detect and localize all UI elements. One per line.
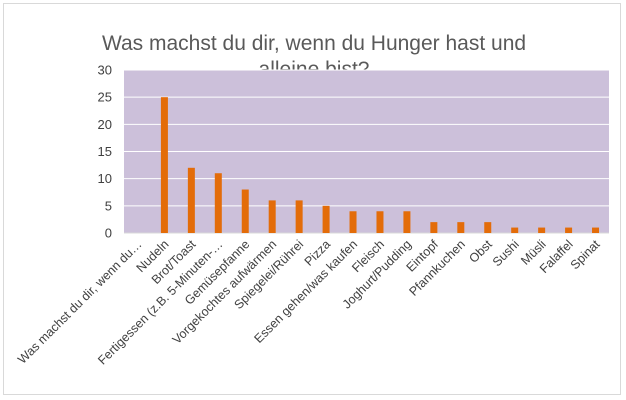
chart-frame: Was machst du dir, wenn du Hunger hast u…	[3, 3, 621, 395]
bar	[511, 227, 519, 233]
y-tick-label: 20	[98, 117, 112, 132]
bar	[376, 211, 384, 233]
bar	[538, 227, 546, 233]
bar-chart: Was machst du dir, wenn du Hunger hast u…	[15, 32, 609, 368]
bar	[484, 222, 492, 233]
x-axis-categories: Was machst du dir, wenn du…NudelnBrot/To…	[15, 237, 603, 368]
bar	[457, 222, 465, 233]
y-tick-label: 5	[105, 198, 112, 213]
y-tick-label: 15	[98, 144, 112, 159]
bar	[565, 227, 573, 233]
bar	[295, 200, 303, 233]
bar	[214, 173, 222, 233]
bar	[349, 211, 357, 233]
x-category-label: Sushi	[490, 237, 522, 269]
y-axis-ticks: 0 5 10 15 20 25 30	[98, 63, 112, 241]
bar	[187, 167, 195, 233]
bar	[403, 211, 411, 233]
bar	[160, 97, 168, 234]
bars	[160, 97, 600, 234]
y-tick-label: 30	[98, 63, 112, 78]
bar	[322, 205, 330, 233]
chart-title-line-1: Was machst du dir, wenn du Hunger hast u…	[102, 32, 526, 55]
bar	[268, 200, 276, 233]
bar	[430, 222, 438, 233]
gridlines	[124, 69, 609, 234]
bar	[241, 189, 249, 233]
x-category-label: Spinat	[568, 237, 603, 272]
y-tick-label: 10	[98, 171, 112, 186]
y-tick-label: 25	[98, 90, 112, 105]
bar	[592, 227, 600, 233]
y-tick-label: 0	[105, 226, 112, 241]
